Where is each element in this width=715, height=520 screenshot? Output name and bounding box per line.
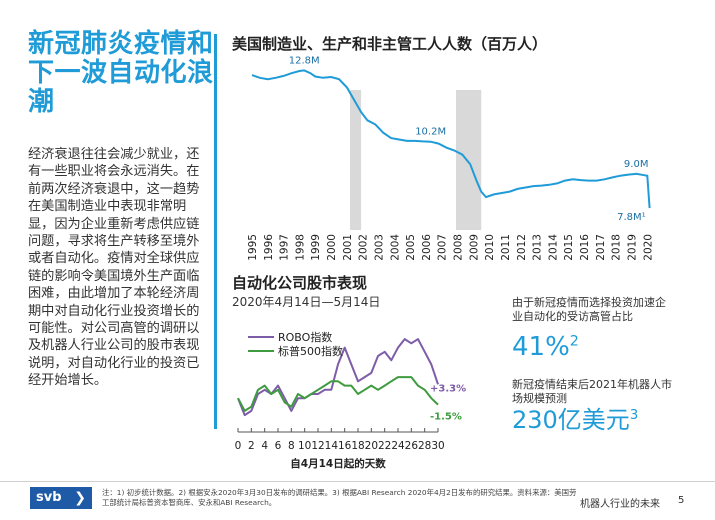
x-tick-label: 2001 xyxy=(342,234,354,261)
svb-logo: svb ❯ xyxy=(30,487,92,509)
x-tick-label: 6 xyxy=(275,440,282,452)
chart2-subtitle: 2020年4月14日—5月14日 xyxy=(232,295,381,309)
x-tick-label: 1998 xyxy=(294,234,306,261)
data-label: 7.8M¹ xyxy=(617,212,646,223)
x-tick-label: 18 xyxy=(351,440,364,452)
x-tick-label: 2002 xyxy=(358,234,370,261)
x-tick-label: 28 xyxy=(418,440,431,452)
x-tick-label: 2014 xyxy=(547,234,559,261)
x-tick-label: 2020 xyxy=(642,234,654,261)
x-tick-label: 2017 xyxy=(595,234,607,261)
x-tick-label: 2008 xyxy=(453,234,465,261)
page-title: 新冠肺炎疫情和下一波自动化浪潮 xyxy=(28,29,214,117)
x-tick-label: 30 xyxy=(431,440,444,452)
x-tick-label: 2013 xyxy=(532,234,544,261)
x-tick-label: 2018 xyxy=(611,234,623,261)
data-label: 10.2M xyxy=(415,127,446,138)
footnote: 注：1) 初步统计数据。2) 根据安永2020年3月30日发布的调研结果。3) … xyxy=(102,488,577,507)
x-tick-label: 2000 xyxy=(326,234,338,261)
x-tick-label: 1999 xyxy=(310,234,322,261)
series-line xyxy=(237,376,439,412)
x-tick-label: 2015 xyxy=(563,234,575,261)
series-end-label: -1.5% xyxy=(430,412,462,423)
series-end-label: +3.3% xyxy=(430,383,466,394)
x-tick-label: 2009 xyxy=(468,234,480,261)
x-tick-label: 12 xyxy=(311,440,324,452)
x-tick-label: 2003 xyxy=(373,234,385,261)
stat-label: 新冠疫情结束后2021年机器人市场规模预测 xyxy=(512,378,672,405)
x-tick-label: 16 xyxy=(338,440,352,452)
x-tick-label: 2006 xyxy=(421,234,433,261)
x-tick-label: 2005 xyxy=(405,234,417,261)
x-axis-label: 自4月14日起的天数 xyxy=(290,457,386,470)
x-tick-label: 8 xyxy=(288,440,295,452)
x-tick-label: 2 xyxy=(248,440,255,452)
x-tick-label: 2019 xyxy=(626,234,638,261)
stat-value: 41%2 xyxy=(512,332,579,362)
stat-label: 由于新冠疫情而选择投资加速企业自动化的受访高管占比 xyxy=(512,296,666,323)
stat-value: 230亿美元3 xyxy=(512,406,639,434)
series-line xyxy=(251,69,651,209)
x-tick-label: 20 xyxy=(365,440,378,452)
x-tick-label: 1996 xyxy=(263,234,275,261)
x-tick-label: 2010 xyxy=(484,234,496,261)
recession-band xyxy=(350,90,362,230)
accent-divider xyxy=(214,34,217,429)
legend-label: ROBO指数 xyxy=(278,330,332,344)
footer-divider xyxy=(0,481,715,482)
x-tick-label: 26 xyxy=(405,440,419,452)
x-tick-label: 22 xyxy=(378,440,391,452)
chart2-title: 自动化公司股市表现 xyxy=(232,274,368,292)
chart1-title: 美国制造业、生产和非主管工人人数（百万人） xyxy=(232,35,548,53)
x-tick-label: 2011 xyxy=(500,234,512,261)
x-tick-label: 2016 xyxy=(579,234,591,261)
chevron-right-icon: ❯ xyxy=(74,490,86,506)
x-tick-label: 2004 xyxy=(389,234,401,261)
x-tick-label: 24 xyxy=(391,440,405,452)
legend-label: 标普500指数 xyxy=(278,344,343,358)
x-tick-label: 14 xyxy=(325,440,339,452)
page-number: 5 xyxy=(678,495,685,506)
employment-chart: 1995 1996 1997 1998 1999 2000 2001 2002 2003 2004… xyxy=(247,55,654,261)
x-tick-label: 10 xyxy=(298,440,311,452)
data-label: 12.8M xyxy=(289,55,320,66)
recession-band xyxy=(455,90,482,230)
x-tick-label: 4 xyxy=(261,440,268,452)
x-tick-label: 0 xyxy=(235,440,242,452)
x-tick-label: 1997 xyxy=(279,234,291,261)
body-paragraph: 经济衰退往往会减少就业，还有一些职业将会永远消失。在前两次经济衰退中，这一趋势在… xyxy=(28,147,200,389)
x-tick-label: 2007 xyxy=(437,234,449,261)
data-label: 9.0M xyxy=(624,159,649,170)
stock-performance-chart: 0 2 4 6 8 10 12 14 16 18 20 22 24 26 28 30自4月14日起的天数ROB… xyxy=(235,330,466,470)
footer-report-name: 机器人行业的未来 xyxy=(580,499,660,510)
x-tick-label: 2012 xyxy=(516,234,528,261)
x-tick-label: 1995 xyxy=(247,234,259,261)
